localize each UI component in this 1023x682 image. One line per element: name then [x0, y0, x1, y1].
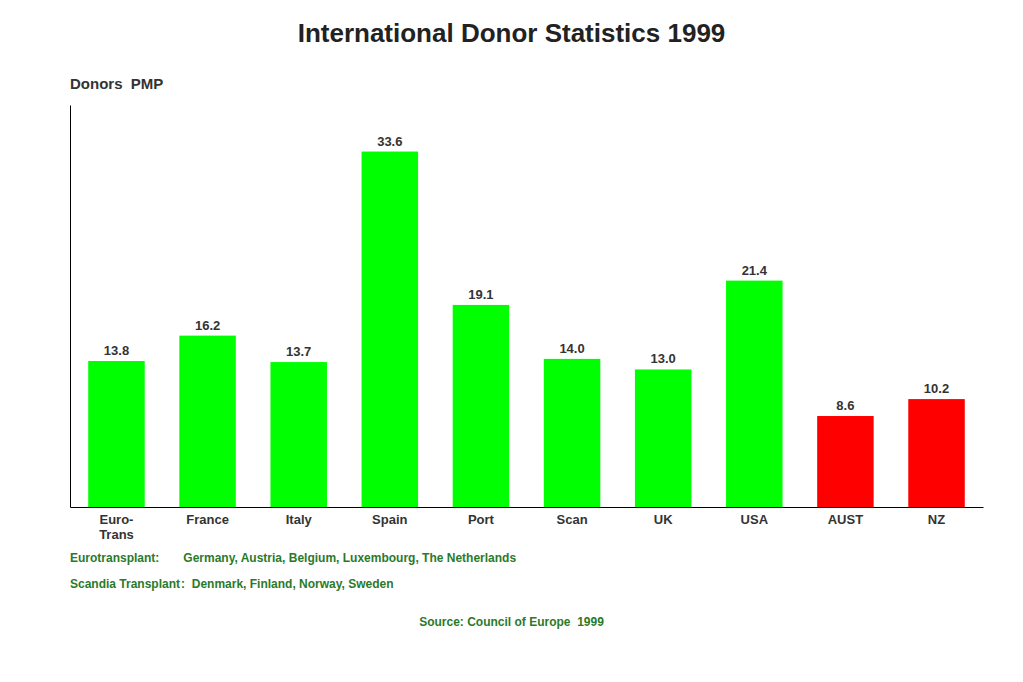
x-tick-label: Euro-Trans [99, 512, 134, 542]
title: International Donor Statistics 1999 [298, 18, 726, 48]
x-tick: Scan [557, 512, 588, 527]
x-tick-label: Italy [286, 512, 313, 527]
x-tick: USA [741, 512, 769, 527]
data-label: 13.0 [651, 351, 676, 366]
x-tick: Spain [372, 512, 407, 527]
x-axis-line [71, 507, 984, 508]
bars [88, 152, 965, 507]
data-label: 13.8 [104, 343, 129, 358]
x-tick-label: USA [741, 512, 769, 527]
data-labels: 13.8 16.2 13.7 33.6 19.1 14.0 13.0 21.4 8.6 10.2 [104, 134, 949, 413]
x-tick: Port [468, 512, 495, 527]
bar [362, 152, 418, 507]
bar [270, 362, 326, 507]
data-label: 13.7 [286, 344, 311, 359]
x-tick-label: Port [468, 512, 495, 527]
x-tick-label: Scan [557, 512, 588, 527]
bar [817, 416, 873, 507]
x-tick: Italy [286, 512, 313, 527]
bar [544, 359, 600, 507]
x-tick-label: France [186, 512, 229, 527]
bar [908, 399, 964, 507]
data-label: 16.2 [195, 318, 220, 333]
data-label: 21.4 [742, 263, 768, 278]
x-tick: UK [654, 512, 673, 527]
footnote: Source: Council of Europe 1999 [419, 615, 604, 629]
x-axis: Euro-Trans France Italy Spain Port Scan UK USA A… [71, 508, 984, 543]
data-label: 33.6 [377, 134, 402, 149]
x-tick: France [186, 512, 229, 527]
x-tick-label: UK [654, 512, 673, 527]
y-axis [70, 106, 71, 508]
data-label: 8.6 [836, 398, 854, 413]
bar [726, 281, 782, 507]
bar [635, 369, 691, 507]
x-tick-label: NZ [928, 512, 945, 527]
chart: International Donor Statistics 1999 Donor… [0, 0, 1023, 682]
y-axis-label: Donors PMP [70, 75, 163, 92]
footnote: Germany, Austria, Belgium, Luxembourg, T… [183, 551, 516, 565]
data-label: 14.0 [559, 341, 584, 356]
x-tick: AUST [828, 512, 863, 527]
footnote: : Denmark, Finland, Norway, Sweden [181, 577, 394, 591]
x-tick-label: Spain [372, 512, 407, 527]
plot-area: Donors PMP 13.8 16.2 13.7 33.6 19.1 14.0 13.0 21… [70, 75, 984, 542]
footnotes: Eurotransplant: Scandia TransplantGermany… [70, 551, 604, 629]
x-tick: NZ [928, 512, 945, 527]
data-label: 10.2 [924, 381, 949, 396]
x-tick-label: AUST [828, 512, 863, 527]
bar [453, 305, 509, 507]
x-tick: Euro-Trans [99, 512, 134, 542]
y-axis-line [70, 106, 71, 508]
bar [179, 336, 235, 507]
footnote: Eurotransplant: [70, 551, 159, 565]
footnote: Scandia Transplant [70, 577, 180, 591]
bar [88, 361, 144, 507]
data-label: 19.1 [468, 287, 493, 302]
